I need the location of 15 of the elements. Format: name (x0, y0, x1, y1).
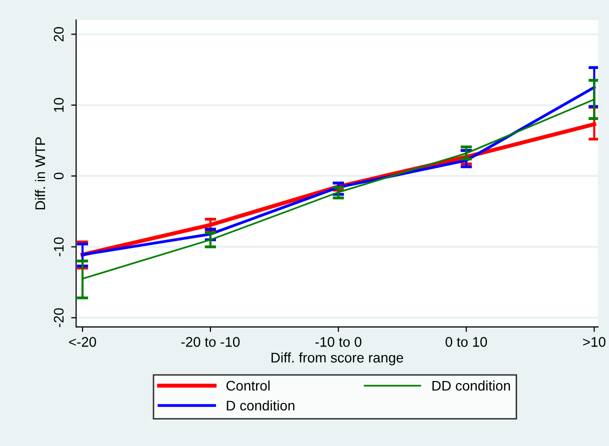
y-tick-label: 0 (54, 172, 64, 180)
legend-label: Control (226, 380, 270, 391)
x-tick-label: >10 (583, 337, 606, 347)
y-tick-label: -20 (54, 308, 64, 328)
legend-label: DD condition (432, 380, 510, 391)
x-tick-label: -10 to 0 (315, 337, 362, 347)
x-tick-label: 0 to 10 (446, 337, 487, 347)
x-tick-label: -20 to -10 (181, 337, 240, 347)
x-axis-title: Diff. from score range (272, 352, 404, 366)
y-tick-label: 20 (54, 27, 64, 42)
y-axis-title: Diff. in WTP (34, 137, 46, 210)
y-tick-label: 10 (54, 98, 64, 112)
x-tick-label: <-20 (69, 337, 96, 347)
y-tick-label: -10 (54, 237, 64, 256)
legend-label: D condition (226, 400, 294, 411)
